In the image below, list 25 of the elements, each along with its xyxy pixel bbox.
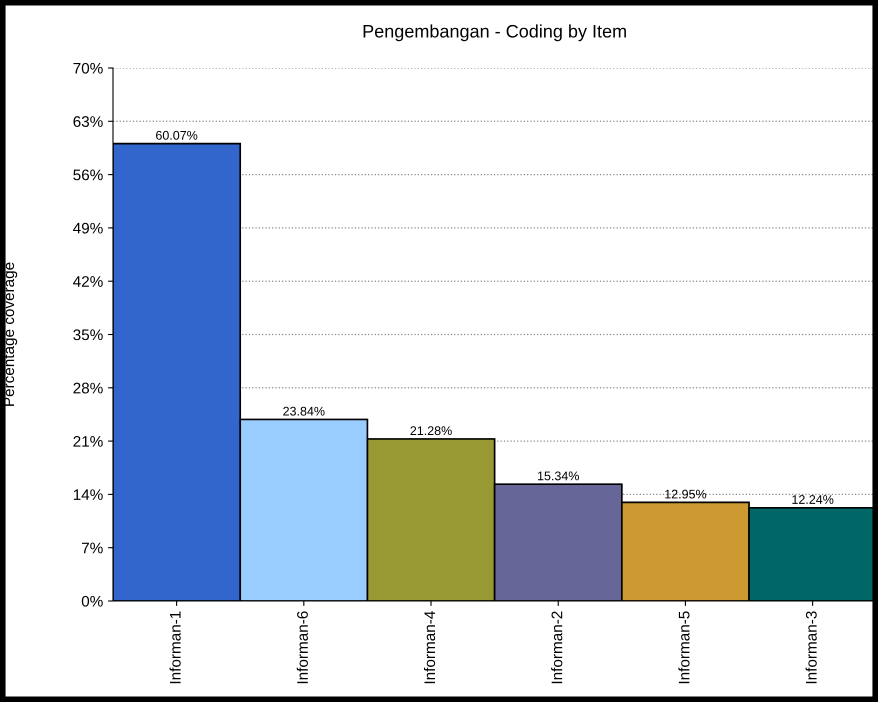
- y-tick-label: 0%: [82, 596, 103, 607]
- data-label: 60.07%: [156, 130, 198, 140]
- y-tick-label: 28%: [73, 382, 103, 394]
- y-tick-label: 7%: [82, 542, 103, 554]
- y-tick-label: 14%: [74, 489, 103, 500]
- y-tick-label: 42%: [73, 276, 103, 287]
- data-label: 23.84%: [283, 406, 325, 416]
- x-tick-label: Informan-5: [678, 611, 690, 684]
- y-tick-label: 70%: [73, 62, 103, 74]
- data-label: 12.95%: [665, 490, 706, 499]
- x-tick-label: Informan-6: [296, 611, 308, 684]
- x-tick-label: Informan-3: [806, 611, 817, 684]
- y-tick-label: 63%: [73, 116, 103, 127]
- chart-title: Pengembangan - Coding by Item: [364, 24, 626, 42]
- y-tick-label: 21%: [73, 436, 103, 447]
- y-tick-label: 56%: [73, 169, 103, 180]
- data-label: 15.34%: [538, 471, 579, 480]
- data-label: 21.28%: [410, 426, 452, 436]
- y-axis-title: Percentage coverage: [3, 262, 18, 406]
- x-tick-label: Informan-2: [551, 611, 562, 684]
- x-tick-label: Informan-1: [170, 611, 181, 684]
- y-tick-label: 35%: [73, 329, 103, 340]
- x-tick-label: Informan-4: [424, 611, 436, 684]
- y-tick-label: 49%: [73, 222, 103, 234]
- data-label: 12.24%: [792, 495, 834, 504]
